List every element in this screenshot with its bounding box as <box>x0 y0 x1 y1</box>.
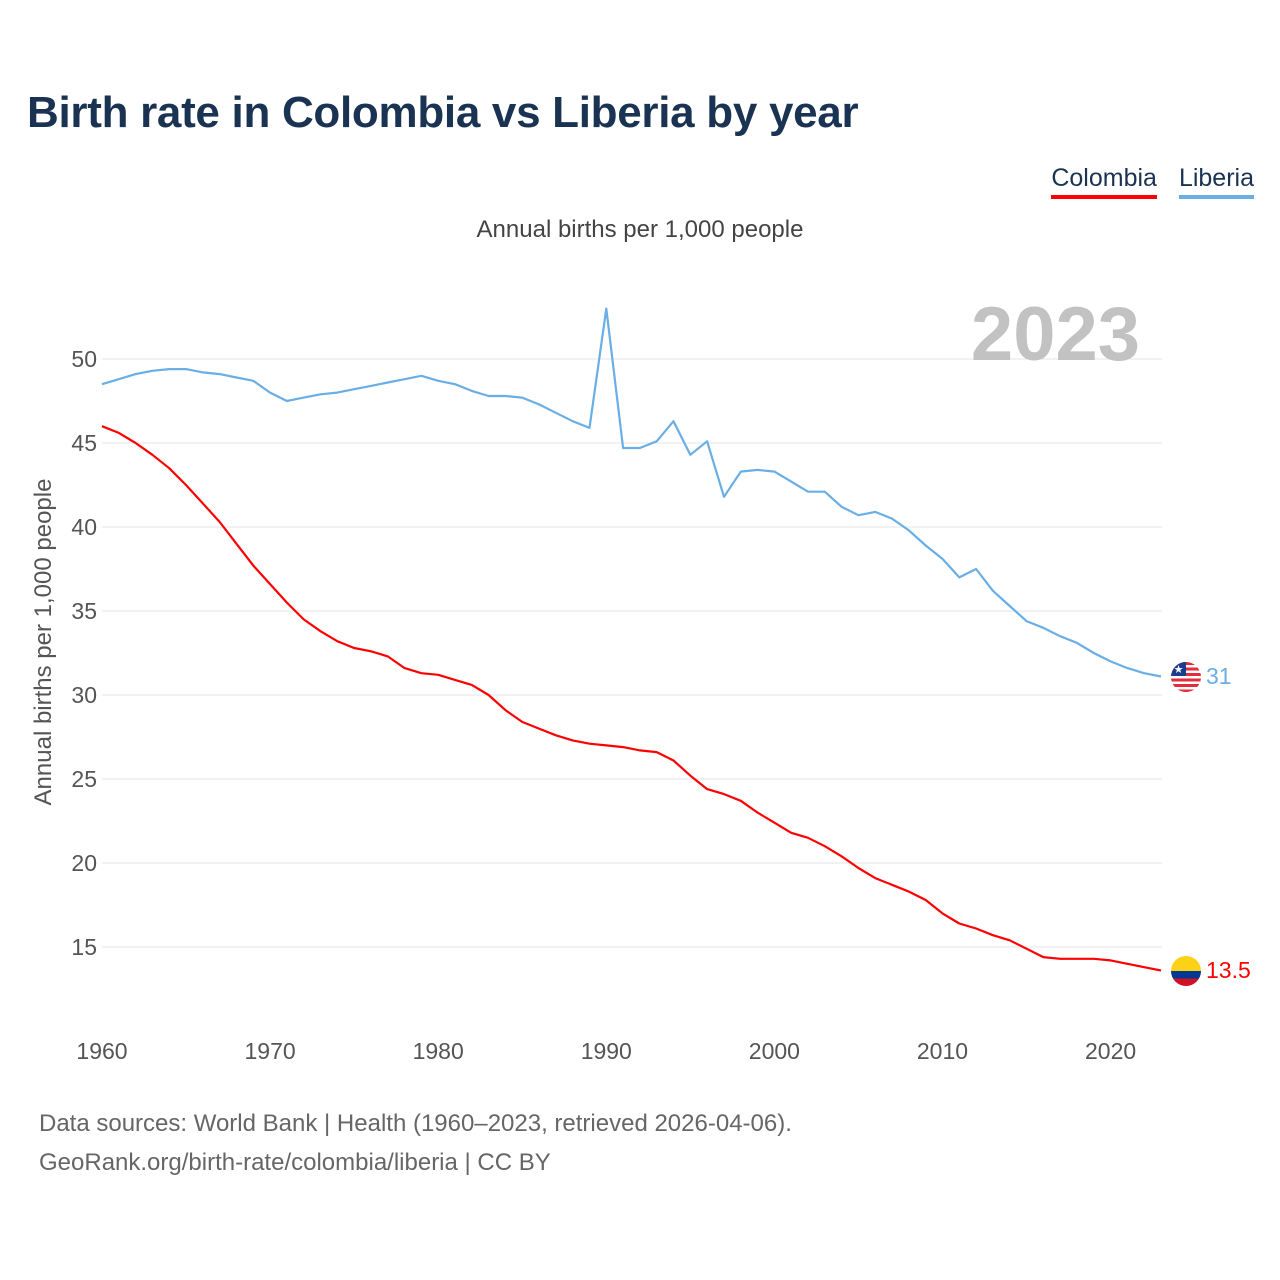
x-tick-label: 1990 <box>581 1038 632 1064</box>
x-tick-label: 2020 <box>1085 1038 1136 1064</box>
x-tick-label: 1970 <box>245 1038 296 1064</box>
legend: Colombia Liberia <box>1051 164 1254 199</box>
x-tick-label: 2000 <box>749 1038 800 1064</box>
footer: Data sources: World Bank | Health (1960–… <box>39 1104 792 1182</box>
series-lines <box>101 307 1162 972</box>
colombia-flag-icon <box>1171 956 1201 986</box>
y-tick-label: 30 <box>71 682 97 708</box>
y-tick-label: 40 <box>71 514 97 540</box>
legend-item-colombia[interactable]: Colombia <box>1051 164 1157 199</box>
y-axis-label: Annual births per 1,000 people <box>30 479 57 806</box>
y-axis-ticks: 15 20 25 30 35 40 45 50 <box>71 346 97 960</box>
y-tick-label: 25 <box>71 766 97 792</box>
y-tick-label: 20 <box>71 850 97 876</box>
source-link[interactable]: GeoRank.org/birth-rate/colombia/liberia … <box>39 1149 551 1176</box>
y-tick-label: 45 <box>71 430 97 456</box>
y-tick-label: 50 <box>71 346 97 372</box>
chart-subtitle: Annual births per 1,000 people <box>476 216 804 243</box>
data-source-text: Data sources: World Bank | Health (1960–… <box>39 1110 792 1137</box>
x-tick-label: 1980 <box>413 1038 464 1064</box>
y-tick-label: 15 <box>71 934 97 960</box>
year-watermark: 2023 <box>971 292 1140 377</box>
x-axis-ticks: 1960 1970 1980 1990 2000 2010 2020 <box>76 1038 1136 1064</box>
liberia-end-value: 31 <box>1206 663 1232 689</box>
series-line-colombia[interactable] <box>101 425 1162 972</box>
svg-text:★: ★ <box>1174 663 1184 676</box>
chart-title: Birth rate in Colombia vs Liberia by yea… <box>27 88 859 137</box>
x-tick-label: 1960 <box>76 1038 127 1064</box>
legend-item-liberia[interactable]: Liberia <box>1178 164 1254 199</box>
x-tick-label: 2010 <box>917 1038 968 1064</box>
liberia-flag-icon: ★ <box>1171 662 1201 692</box>
y-tick-label: 35 <box>71 598 97 624</box>
grid-lines <box>102 358 1162 948</box>
colombia-end-value: 13.5 <box>1206 957 1251 983</box>
series-line-liberia[interactable] <box>101 307 1162 678</box>
